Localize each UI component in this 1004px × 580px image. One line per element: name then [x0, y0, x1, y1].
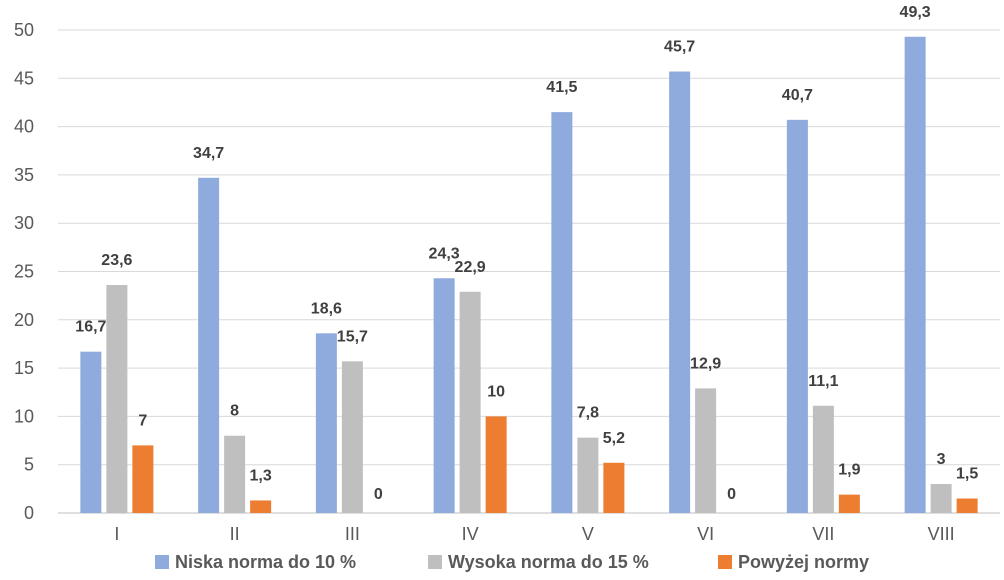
bar	[224, 435, 246, 513]
bar	[838, 494, 860, 513]
legend-item: Powyżej normy	[718, 552, 869, 572]
data-label: 11,1	[808, 373, 838, 390]
x-tick-label: II	[230, 524, 240, 544]
data-label: 12,9	[690, 355, 721, 372]
legend: Niska norma do 10 % Wysoka norma do 15 % P…	[155, 552, 869, 572]
bar	[812, 405, 834, 513]
bar	[80, 351, 102, 513]
y-axis-ticks: 0 5 10 15 20 25 30 35 40 45 50	[14, 20, 34, 523]
bar	[603, 462, 625, 513]
y-tick-label: 15	[14, 358, 34, 378]
legend-label: Powyżej normy	[738, 552, 869, 572]
data-label: 34,7	[193, 145, 224, 162]
bars	[80, 36, 978, 514]
x-tick-label: I	[114, 524, 119, 544]
data-label: 3	[937, 451, 946, 468]
y-tick-label: 40	[14, 117, 34, 137]
data-label: 24,3	[429, 245, 460, 262]
x-tick-label: III	[345, 524, 360, 544]
data-label: 0	[727, 486, 736, 503]
data-label: 23,6	[101, 252, 132, 269]
legend-item: Wysoka norma do 15 %	[428, 552, 649, 572]
legend-swatch	[428, 555, 442, 569]
x-axis-ticks: I II III IV V VI VII VIII	[114, 524, 954, 544]
data-label: 7	[138, 412, 147, 429]
data-label: 40,7	[782, 87, 813, 104]
bar	[106, 285, 128, 513]
legend-swatch	[155, 555, 169, 569]
x-tick-label: IV	[462, 524, 479, 544]
data-label: 1,9	[838, 462, 860, 479]
x-tick-label: VII	[812, 524, 834, 544]
x-tick-label: VI	[697, 524, 714, 544]
x-tick-label: V	[582, 524, 594, 544]
data-label: 18,6	[311, 300, 342, 317]
data-label: 7,8	[577, 405, 599, 422]
legend-item: Niska norma do 10 %	[155, 552, 356, 572]
y-tick-label: 10	[14, 406, 34, 426]
bar	[956, 498, 978, 513]
y-tick-label: 45	[14, 68, 34, 88]
data-label: 8	[230, 403, 239, 420]
bar	[250, 500, 272, 513]
y-tick-label: 5	[24, 455, 34, 475]
x-tick-label: VIII	[928, 524, 955, 544]
bar	[669, 71, 691, 514]
bar	[433, 278, 455, 513]
bar	[315, 333, 337, 513]
bar	[904, 36, 926, 514]
bar	[132, 445, 154, 513]
data-label: 1,5	[956, 466, 978, 483]
bar	[786, 119, 808, 513]
bar	[551, 112, 573, 514]
data-label: 5,2	[603, 430, 625, 447]
legend-label: Wysoka norma do 15 %	[448, 552, 649, 572]
data-label: 1,3	[250, 467, 272, 484]
bar	[695, 388, 717, 513]
bar	[341, 361, 363, 513]
data-label: 22,9	[455, 259, 486, 276]
bar	[485, 416, 507, 513]
y-tick-label: 0	[24, 503, 34, 523]
data-label: 0	[374, 486, 383, 503]
legend-label: Niska norma do 10 %	[175, 552, 356, 572]
bar	[459, 291, 481, 513]
bar	[198, 177, 220, 513]
y-tick-label: 50	[14, 20, 34, 40]
y-tick-label: 35	[14, 165, 34, 185]
legend-swatch	[718, 555, 732, 569]
y-tick-label: 30	[14, 213, 34, 233]
data-labels: 16,7 23,6 7 34,7 8 1,3 18,6 15,7 0 24,322,9 10 41,5…	[75, 4, 978, 503]
data-label: 16,7	[75, 319, 106, 336]
y-tick-label: 20	[14, 310, 34, 330]
data-label: 45,7	[664, 39, 695, 56]
data-label: 49,3	[900, 4, 931, 21]
bar	[577, 437, 599, 513]
data-label: 10	[487, 383, 505, 400]
y-tick-label: 25	[14, 262, 34, 282]
bar	[930, 484, 952, 513]
data-label: 15,7	[337, 328, 368, 345]
data-label: 41,5	[546, 79, 577, 96]
